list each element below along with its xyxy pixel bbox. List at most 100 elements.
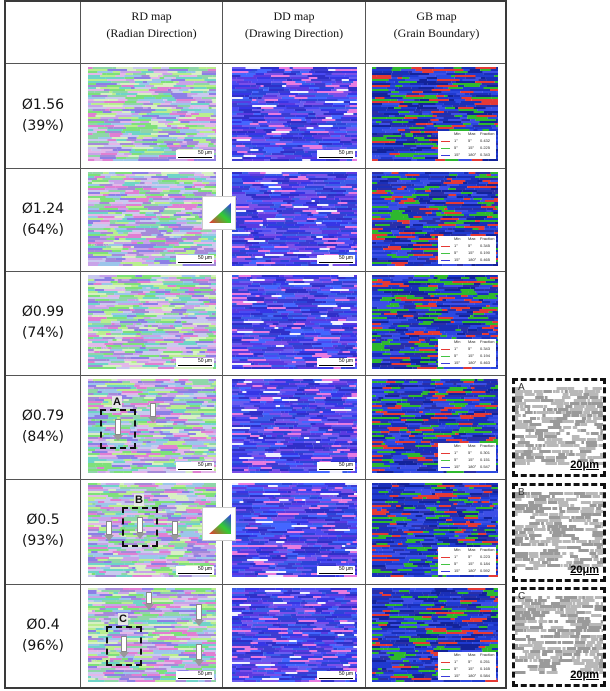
- header-title: GB map: [416, 9, 457, 23]
- scale-bar: 50 μm: [317, 566, 355, 575]
- legend-max: 5°: [468, 450, 472, 455]
- legend-header-max: Max: [468, 547, 476, 552]
- legend-min: 5°: [454, 561, 458, 566]
- orientation-texture: [232, 588, 357, 682]
- drawing-direction-arrow: [115, 419, 121, 435]
- row-reduction: (39%): [21, 118, 65, 134]
- drawing-direction-arrow: [137, 517, 143, 533]
- legend-fraction: 0.584: [480, 673, 491, 678]
- orientation-texture: [372, 588, 498, 682]
- row-divider: [6, 168, 505, 169]
- row-diameter: Ø1.56: [21, 97, 65, 113]
- scale-bar: 50 μm: [176, 671, 214, 680]
- legend-fraction: 0.184: [480, 561, 491, 566]
- legend-fraction: 0.547: [480, 464, 491, 469]
- orientation-texture: [88, 275, 216, 369]
- legend-max: 180°: [468, 257, 477, 262]
- legend-fraction: 0.343: [480, 346, 491, 351]
- legend-fraction: 0.225: [480, 145, 491, 150]
- legend-header-fraction: Fraction: [480, 547, 495, 552]
- legend-max: 15°: [468, 145, 475, 150]
- legend-fraction: 0.190: [480, 250, 491, 255]
- grain-image: [515, 381, 603, 474]
- gb-map: Min Max Fraction 1° 5° 0.223 5° 15° 0.184 15° 180°…: [372, 483, 498, 577]
- legend-min: 1°: [454, 138, 458, 143]
- drawing-direction-arrow: [196, 644, 202, 660]
- legend-max: 15°: [468, 457, 475, 462]
- legend-max: 180°: [468, 464, 477, 469]
- row-reduction: (74%): [21, 325, 65, 341]
- arrow-head: [144, 604, 154, 610]
- axis-right-label: DD: [102, 658, 109, 663]
- orientation-texture: [88, 172, 216, 266]
- legend-max: 5°: [468, 346, 472, 351]
- legend-min: 5°: [454, 666, 458, 671]
- axis-up-label: RD: [91, 242, 97, 247]
- legend-fraction: 0.345: [480, 243, 491, 248]
- legend-min: 15°: [454, 360, 461, 365]
- rd-map: 50 μm: [88, 67, 216, 161]
- legend-min: 1°: [454, 554, 458, 559]
- side-panel-label: A: [518, 382, 525, 393]
- grain-image: [515, 590, 603, 684]
- row-diameter: Ø1.24: [21, 201, 65, 217]
- legend-min: 5°: [454, 353, 458, 358]
- header-subtitle: (Drawing Direction): [244, 26, 344, 40]
- legend-max: 5°: [468, 138, 472, 143]
- scale-bar: 50 μm: [317, 150, 355, 159]
- legend-fraction: 0.301: [480, 450, 491, 455]
- inset-region-box: [100, 409, 136, 449]
- legend-header-fraction: Fraction: [480, 236, 495, 241]
- orientation-texture: [232, 172, 357, 266]
- legend-fraction: 0.251: [480, 659, 491, 664]
- legend-min: 15°: [454, 464, 461, 469]
- legend-min: 15°: [454, 568, 461, 573]
- dd-map: 50 μm: [232, 483, 357, 577]
- row-reduction: (84%): [21, 429, 65, 445]
- drawing-direction-arrow: [196, 604, 202, 620]
- legend-header-fraction: Fraction: [480, 443, 495, 448]
- legend-min: 1°: [454, 346, 458, 351]
- scale-bar: 50 μm: [317, 671, 355, 680]
- legend-header-max: Max: [468, 236, 476, 241]
- legend-line: [441, 676, 450, 677]
- rd-map: 50 μm: [88, 275, 216, 369]
- drawing-direction-arrow: [121, 636, 127, 652]
- drawing-direction-arrow: [106, 521, 112, 535]
- scale-bar-label: 20μm: [570, 669, 599, 681]
- row-label: Ø0.99 (74%): [6, 302, 80, 344]
- side-panel-b: B 20μm: [512, 483, 606, 582]
- legend-line: [441, 155, 450, 156]
- legend-header-min: Min: [454, 131, 461, 136]
- legend-line: [441, 246, 450, 247]
- legend-line: [441, 467, 450, 468]
- legend-fraction: 0.151: [480, 457, 491, 462]
- axis-indicator: RD DD: [91, 658, 109, 663]
- drawing-direction-arrow: [146, 592, 152, 604]
- header-title: DD map: [273, 9, 315, 23]
- arrow-head: [113, 435, 123, 441]
- legend-fraction: 0.165: [480, 666, 491, 671]
- legend-max: 180°: [468, 568, 477, 573]
- legend-fraction: 0.223: [480, 554, 491, 559]
- orientation-texture: [232, 483, 357, 577]
- axis-right-label: DD: [102, 242, 109, 247]
- legend-min: 15°: [454, 257, 461, 262]
- row-reduction: (96%): [21, 638, 65, 654]
- drawing-direction-arrow: [150, 403, 156, 417]
- legend-line: [441, 253, 450, 254]
- gb-map: Min Max Fraction 1° 5° 0.251 5° 15° 0.165 15° 180°…: [372, 588, 498, 682]
- side-panel-c: C 20μm: [512, 587, 606, 687]
- axis-indicator: RD DD: [91, 242, 109, 247]
- legend-max: 180°: [468, 152, 477, 157]
- legend-header-max: Max: [468, 339, 476, 344]
- legend-line: [441, 571, 450, 572]
- legend-max: 15°: [468, 250, 475, 255]
- orientation-texture: [232, 67, 357, 161]
- legend-line: [441, 141, 450, 142]
- row-label: Ø1.56 (39%): [6, 95, 80, 137]
- row-diameter: Ø0.5: [26, 512, 60, 528]
- orientation-texture: [88, 67, 216, 161]
- axis-right-label: DD: [102, 345, 109, 350]
- scale-bar: 50 μm: [317, 358, 355, 367]
